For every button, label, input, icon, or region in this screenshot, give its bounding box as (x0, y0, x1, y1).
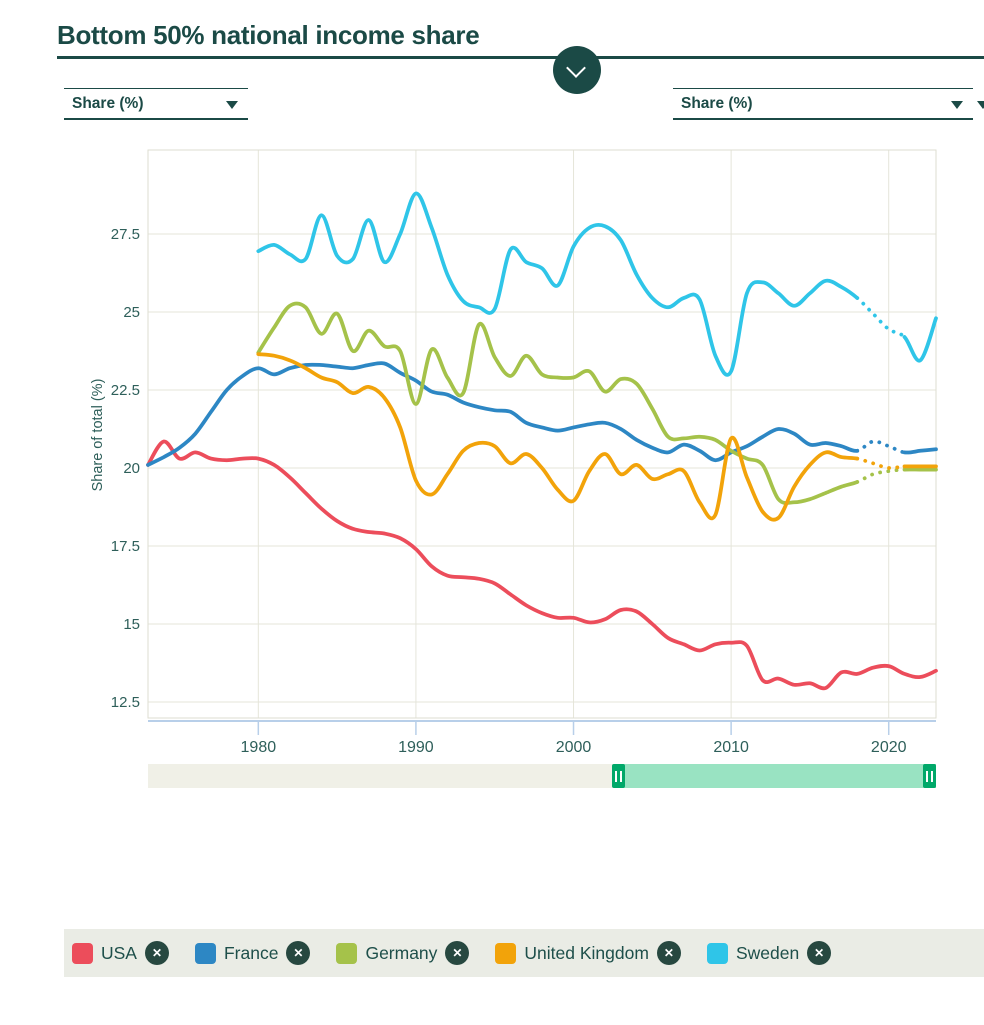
legend-label: Germany (365, 942, 438, 963)
legend-label: France (223, 942, 279, 963)
svg-text:15: 15 (123, 616, 140, 633)
svg-text:25: 25 (123, 304, 140, 321)
legend-label: USA (101, 942, 137, 963)
dropdown-caret-icon (951, 101, 963, 109)
svg-text:2020: 2020 (871, 739, 907, 756)
sweden-color-swatch (706, 942, 728, 964)
income-share-line-chart[interactable]: 1980 1990 2000 2010 2020 27.5 25 22.5 20 17.5 15 12… (0, 0, 984, 760)
plot-frame (147, 149, 937, 719)
collapse-panel-button[interactable] (553, 46, 601, 94)
svg-text:22.5: 22.5 (111, 382, 140, 399)
france-color-swatch (194, 942, 216, 964)
x-axis-line (148, 720, 936, 735)
slider-handle-right[interactable] (923, 764, 936, 788)
svg-text:27.5: 27.5 (111, 226, 140, 243)
slider-handle-left[interactable] (612, 764, 625, 788)
remove-germany-icon[interactable]: ✕ (445, 941, 470, 965)
legend-label: Sweden (735, 942, 800, 963)
gridlines (148, 150, 936, 718)
clipped-dropdown-caret-icon (977, 101, 984, 109)
series-united-kingdom (256, 352, 938, 522)
series-germany (256, 301, 938, 505)
right-indicator-dropdown-value: Share (%) (681, 95, 753, 112)
left-indicator-dropdown-value: Share (%) (72, 95, 144, 112)
svg-text:2010: 2010 (713, 739, 749, 756)
left-indicator-dropdown[interactable]: Share (%) (64, 88, 248, 120)
svg-text:17.5: 17.5 (111, 538, 140, 555)
legend-item-united-kingdom: United Kingdom ✕ (495, 941, 681, 965)
legend-item-france: France ✕ (194, 941, 311, 965)
remove-sweden-icon[interactable]: ✕ (807, 941, 832, 965)
series-france (146, 361, 938, 467)
page-title: Bottom 50% national income share (57, 20, 480, 50)
legend-item-sweden: Sweden ✕ (706, 941, 832, 965)
remove-france-icon[interactable]: ✕ (286, 941, 311, 965)
germany-color-swatch (336, 942, 358, 964)
legend-item-usa: USA ✕ (72, 941, 169, 965)
svg-text:2000: 2000 (556, 739, 592, 756)
united-kingdom-color-swatch (495, 942, 517, 964)
remove-usa-icon[interactable]: ✕ (144, 941, 169, 965)
series-sweden (256, 191, 938, 377)
dropdown-caret-icon (226, 101, 238, 109)
y-tick-labels: 27.5 25 22.5 20 17.5 15 12.5 (111, 226, 140, 711)
legend: USA ✕ France ✕ Germany ✕ United Kingdom … (64, 929, 984, 977)
x-tick-labels: 1980 1990 2000 2010 2020 (241, 739, 907, 756)
right-indicator-dropdown[interactable]: Share (%) (673, 88, 973, 120)
svg-text:1980: 1980 (241, 739, 277, 756)
svg-text:1990: 1990 (398, 739, 434, 756)
legend-label: United Kingdom (524, 942, 649, 963)
title-divider (57, 56, 984, 59)
usa-color-swatch (72, 942, 93, 964)
y-axis-title: Share of total (%) (90, 378, 106, 492)
svg-text:20: 20 (123, 460, 140, 477)
time-range-slider[interactable] (148, 764, 936, 788)
remove-united-kingdom-icon[interactable]: ✕ (656, 941, 681, 965)
svg-text:12.5: 12.5 (111, 694, 140, 711)
legend-item-germany: Germany ✕ (336, 941, 470, 965)
slider-selected-range[interactable] (615, 764, 936, 788)
series-usa (146, 439, 938, 691)
